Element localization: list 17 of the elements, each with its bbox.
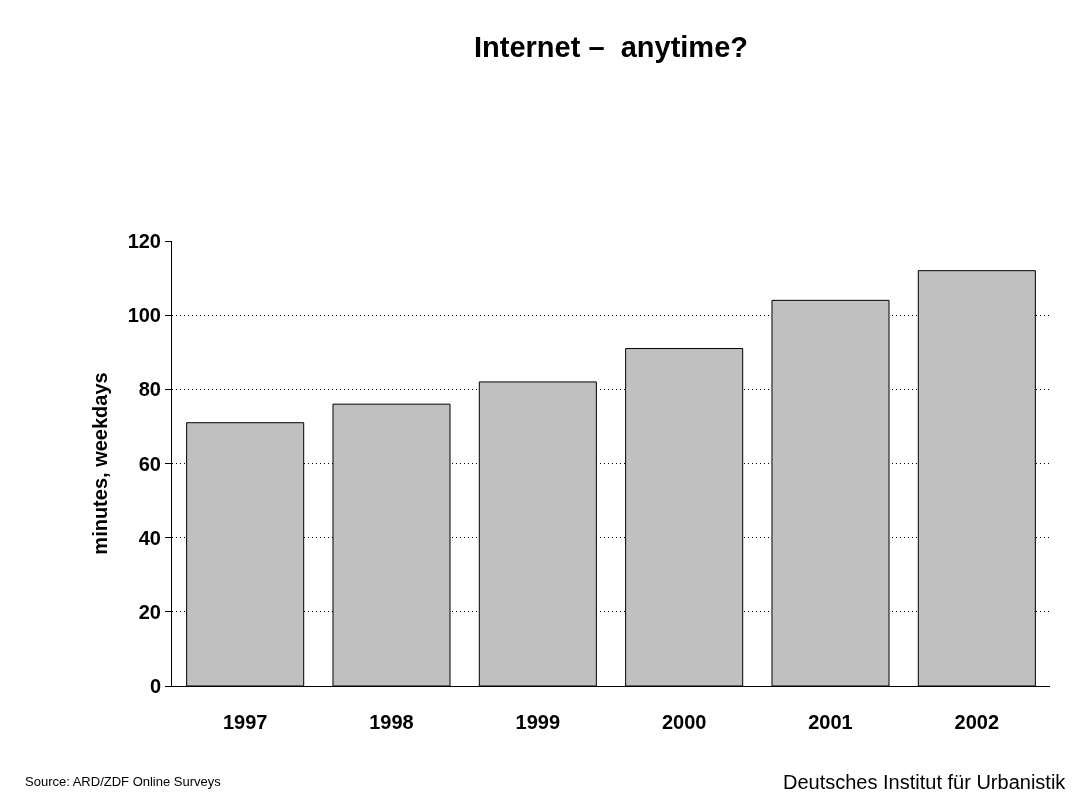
chart-title: Internet – anytime? — [474, 30, 748, 63]
x-tick-label: 2002 — [954, 711, 1000, 733]
x-tick-label: 1999 — [515, 711, 561, 733]
x-tick-label: 1998 — [369, 711, 414, 733]
source-note: Source: ARD/ZDF Online Surveys — [25, 774, 222, 789]
y-tick-label: 60 — [138, 452, 161, 475]
y-tick-label: 100 — [127, 304, 161, 327]
y-tick-label: 80 — [138, 378, 161, 401]
y-tick-label: 40 — [138, 526, 161, 549]
text: Deutsches Institut für Urbanistik — [783, 771, 1067, 793]
y-tick-label: 120 — [127, 230, 161, 252]
y-axis-title: minutes, weekdays — [89, 372, 112, 555]
y-tick-label: 0 — [149, 675, 161, 697]
x-tick-label: 1997 — [222, 711, 268, 733]
x-tick-label: 2000 — [661, 711, 707, 733]
y-tick-label: 20 — [138, 600, 161, 623]
x-tick-label: 2001 — [808, 711, 853, 733]
